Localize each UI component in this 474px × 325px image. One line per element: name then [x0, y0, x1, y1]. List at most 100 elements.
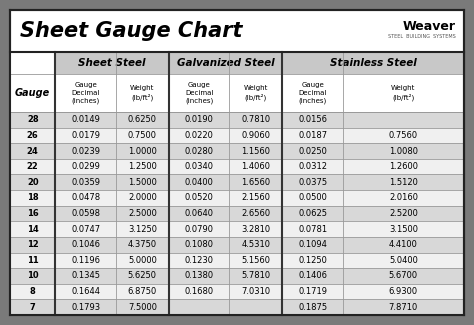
Text: Sheet Gauge Chart: Sheet Gauge Chart	[20, 21, 243, 41]
Text: 0.7810: 0.7810	[241, 115, 270, 124]
Text: 0.1380: 0.1380	[184, 271, 214, 280]
Text: 2.5200: 2.5200	[389, 209, 418, 218]
Text: 12: 12	[27, 240, 38, 249]
Text: 0.0625: 0.0625	[298, 209, 327, 218]
Text: 0.9060: 0.9060	[241, 131, 270, 140]
Text: 0.0312: 0.0312	[298, 162, 327, 171]
Text: 0.6250: 0.6250	[128, 115, 157, 124]
Text: 8: 8	[30, 287, 36, 296]
Text: 0.0400: 0.0400	[185, 178, 213, 187]
Text: 0.0359: 0.0359	[71, 178, 100, 187]
Text: 0.0520: 0.0520	[185, 193, 213, 202]
Text: 0.0239: 0.0239	[71, 147, 100, 156]
Bar	[10, 74, 464, 112]
Text: 7: 7	[30, 303, 36, 312]
Text: 0.1196: 0.1196	[71, 256, 100, 265]
Bar	[10, 284, 464, 299]
Text: Weaver: Weaver	[403, 20, 456, 33]
Text: Stainless Steel: Stainless Steel	[330, 58, 417, 68]
Text: 1.1560: 1.1560	[241, 147, 270, 156]
Bar	[283, 52, 464, 74]
Text: 2.0160: 2.0160	[389, 193, 418, 202]
Text: 6.9300: 6.9300	[389, 287, 418, 296]
Text: 2.5000: 2.5000	[128, 209, 157, 218]
Text: Sheet Steel: Sheet Steel	[78, 58, 146, 68]
Text: 0.1250: 0.1250	[298, 256, 327, 265]
Text: 18: 18	[27, 193, 38, 202]
Text: 0.1046: 0.1046	[71, 240, 100, 249]
Text: 1.5000: 1.5000	[128, 178, 157, 187]
Text: 11: 11	[27, 256, 38, 265]
Text: 1.2600: 1.2600	[389, 162, 418, 171]
Text: 0.0220: 0.0220	[185, 131, 213, 140]
Bar	[10, 206, 464, 221]
Bar	[10, 268, 464, 284]
Text: 3.1250: 3.1250	[128, 225, 157, 234]
Text: 0.0640: 0.0640	[184, 209, 214, 218]
Text: 20: 20	[27, 178, 38, 187]
Text: 0.1875: 0.1875	[298, 303, 327, 312]
Bar	[55, 52, 169, 74]
Text: 1.0080: 1.0080	[389, 147, 418, 156]
Text: 0.0340: 0.0340	[184, 162, 214, 171]
Text: 0.0190: 0.0190	[185, 115, 213, 124]
Text: 1.0000: 1.0000	[128, 147, 157, 156]
Bar	[10, 128, 464, 143]
Text: Weight
(lb/ft²): Weight (lb/ft²)	[130, 85, 155, 101]
Text: 0.0280: 0.0280	[184, 147, 214, 156]
Text: 7.0310: 7.0310	[241, 287, 270, 296]
Text: 5.6250: 5.6250	[128, 271, 157, 280]
Text: 10: 10	[27, 271, 38, 280]
Text: Gauge
Decimal
(inches): Gauge Decimal (inches)	[185, 82, 213, 104]
Text: 0.7500: 0.7500	[128, 131, 157, 140]
Bar	[10, 237, 464, 253]
Text: 0.1094: 0.1094	[298, 240, 327, 249]
Text: 0.0156: 0.0156	[298, 115, 327, 124]
Text: 0.0781: 0.0781	[298, 225, 327, 234]
Text: 0.7560: 0.7560	[389, 131, 418, 140]
Text: 4.4100: 4.4100	[389, 240, 418, 249]
Text: 0.0478: 0.0478	[71, 193, 100, 202]
Text: Weight
(lb/ft²): Weight (lb/ft²)	[244, 85, 268, 101]
Text: Gauge
Decimal
(inches): Gauge Decimal (inches)	[299, 82, 327, 104]
Text: 5.0000: 5.0000	[128, 256, 157, 265]
Bar	[10, 112, 464, 128]
Text: 0.0250: 0.0250	[298, 147, 327, 156]
Text: 6.8750: 6.8750	[128, 287, 157, 296]
Text: Gauge: Gauge	[15, 88, 50, 98]
Text: 5.1560: 5.1560	[241, 256, 270, 265]
Text: 4.3750: 4.3750	[128, 240, 157, 249]
Bar	[10, 175, 464, 190]
Text: 1.4060: 1.4060	[241, 162, 270, 171]
Text: 1.2500: 1.2500	[128, 162, 157, 171]
Text: 3.2810: 3.2810	[241, 225, 270, 234]
Text: STEEL  BUILDING  SYSTEMS: STEEL BUILDING SYSTEMS	[388, 33, 456, 38]
Text: 0.0598: 0.0598	[71, 209, 100, 218]
Text: 1.5120: 1.5120	[389, 178, 418, 187]
Text: 14: 14	[27, 225, 38, 234]
Bar	[10, 190, 464, 206]
Text: 5.7810: 5.7810	[241, 271, 270, 280]
Text: 3.1500: 3.1500	[389, 225, 418, 234]
Text: 28: 28	[27, 115, 38, 124]
Text: 2.0000: 2.0000	[128, 193, 157, 202]
Bar	[10, 253, 464, 268]
Text: 0.0790: 0.0790	[184, 225, 214, 234]
Text: 0.0179: 0.0179	[71, 131, 100, 140]
Text: 0.1680: 0.1680	[184, 287, 214, 296]
Bar	[10, 52, 55, 74]
Text: 16: 16	[27, 209, 38, 218]
Text: 0.0747: 0.0747	[71, 225, 100, 234]
Text: 5.0400: 5.0400	[389, 256, 418, 265]
Text: 2.1560: 2.1560	[241, 193, 270, 202]
Bar	[10, 143, 464, 159]
Text: 0.1406: 0.1406	[298, 271, 327, 280]
Text: 0.1080: 0.1080	[184, 240, 214, 249]
Text: 0.1345: 0.1345	[71, 271, 100, 280]
Text: 1.6560: 1.6560	[241, 178, 270, 187]
Text: 2.6560: 2.6560	[241, 209, 270, 218]
Text: 24: 24	[27, 147, 38, 156]
Text: 0.1719: 0.1719	[298, 287, 327, 296]
Text: Galvanized Steel: Galvanized Steel	[177, 58, 274, 68]
Text: 0.0149: 0.0149	[71, 115, 100, 124]
